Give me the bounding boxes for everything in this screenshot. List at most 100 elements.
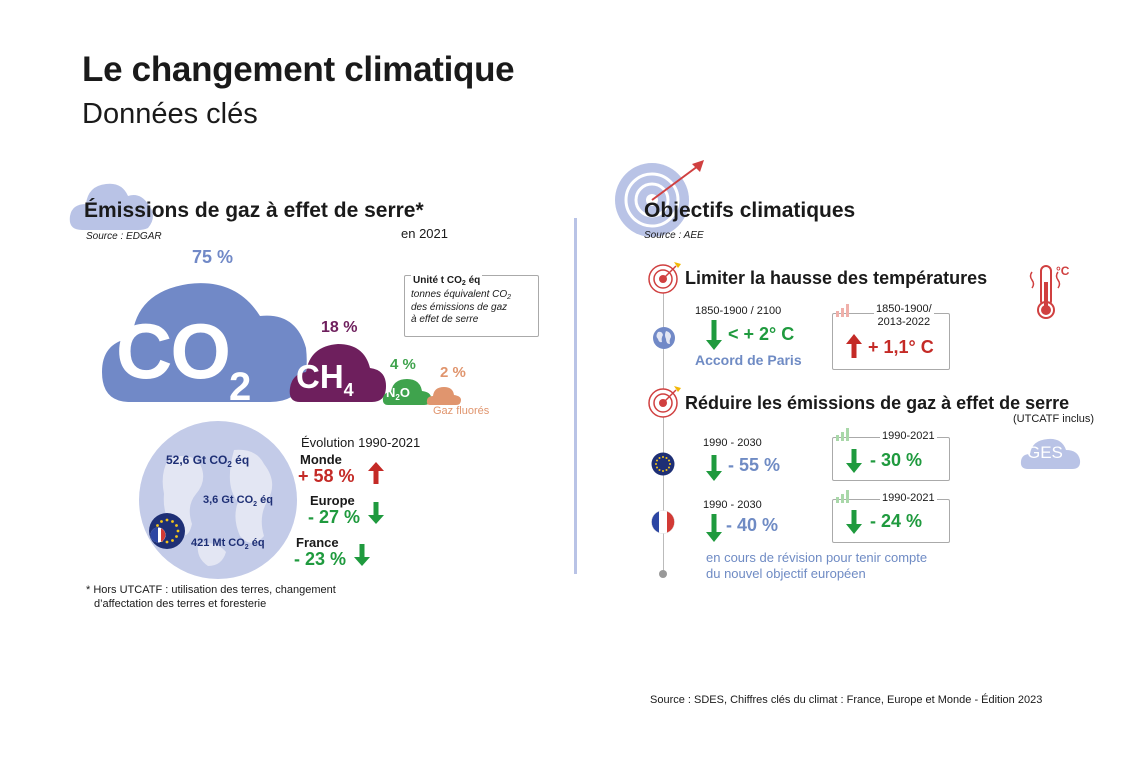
europe-change: - 27 %	[308, 507, 361, 527]
footnote-line-1: * Hors UTCATF : utilisation des terres, …	[86, 584, 336, 596]
bar-chart-icon	[836, 304, 849, 317]
n2o-percent: 4 %	[390, 356, 416, 373]
france-flag-icon	[150, 527, 166, 543]
unit-title-main: Unité t CO	[413, 275, 462, 286]
emissions-section-title: Émissions de gaz à effet de serre*	[84, 199, 424, 222]
fluor-cloud	[426, 387, 461, 405]
temperature-goal-title: Limiter la hausse des températures	[685, 268, 988, 288]
co2-label: CO2	[116, 312, 251, 409]
eu-flag-small-icon	[651, 452, 675, 476]
target-icon	[615, 160, 704, 237]
fluor-percent: 2 %	[440, 364, 466, 381]
unit-line-3: à effet de serre	[411, 314, 479, 325]
eu-target-period: 1990 - 2030	[703, 437, 762, 449]
france-emissions: 421 Mt CO2 éq	[191, 537, 265, 551]
fr-observed-value: - 24 %	[870, 511, 923, 531]
ch4-percent: 18 %	[321, 319, 358, 336]
target-small-icon	[648, 386, 681, 418]
thermometer-unit: °C	[1056, 264, 1070, 278]
world-amount: 52,6 Gt CO	[166, 453, 228, 467]
france-region: France	[296, 535, 339, 550]
temp-value-left: < + 2° C	[728, 324, 795, 344]
world-emissions: 52,6 Gt CO2 éq	[166, 453, 250, 469]
emissions-year: en 2021	[401, 226, 448, 241]
globe-small-icon	[653, 327, 675, 349]
n2o-label: N2O	[386, 385, 410, 403]
unit-box-title: Unité t CO2 éq	[411, 275, 483, 287]
down-arrow-icon	[706, 320, 722, 350]
target-small-icon	[648, 262, 681, 294]
unit-line-1-sub: 2	[507, 294, 512, 301]
n2o-label-n: N	[386, 385, 396, 400]
n2o-label-sub: 2	[395, 393, 400, 402]
down-arrow-icon	[846, 510, 862, 534]
ges-cloud-icon	[1020, 438, 1081, 469]
paris-agreement-label: Accord de Paris	[695, 352, 802, 368]
footnote-line-2: d’affectation des terres et foresterie	[94, 598, 267, 610]
timeline-end-dot	[659, 570, 667, 578]
ch4-label-main: CH	[296, 358, 344, 395]
eu-observed-value: - 30 %	[870, 450, 923, 470]
fr-observed-period: 1990-2021	[880, 492, 937, 504]
europe-amount-end: éq	[257, 494, 273, 506]
emissions-source: Source : EDGAR	[86, 231, 162, 242]
n2o-label-o: O	[399, 385, 410, 400]
france-change: - 23 %	[294, 549, 347, 569]
fluor-label: Gaz fluorés	[433, 405, 490, 417]
ch4-label: CH4	[296, 358, 354, 401]
europe-amount: 3,6 Gt CO	[203, 494, 254, 506]
thermometer-icon	[1029, 265, 1061, 319]
world-amount-end: éq	[231, 453, 250, 467]
co2-label-main: CO	[116, 307, 231, 395]
section-cloud-icon	[69, 183, 153, 230]
europe-region: Europe	[310, 493, 355, 508]
revision-note-line-1: en cours de révision pour tenir compte	[706, 550, 928, 565]
unit-title-end: éq	[465, 275, 481, 286]
unit-line-1-main: tonnes équivalent CO	[411, 289, 508, 300]
unit-line-2: des émissions de gaz	[411, 302, 508, 313]
objectives-section-title: Objectifs climatiques	[644, 199, 856, 222]
up-arrow-icon	[368, 462, 384, 484]
ch4-label-sub: 4	[343, 380, 354, 400]
france-amount-sub: 2	[244, 544, 249, 551]
eu-target-value: - 55 %	[728, 455, 781, 475]
world-amount-sub: 2	[227, 460, 232, 469]
timeline-line	[663, 278, 664, 574]
down-arrow-icon	[846, 449, 862, 473]
world-region: Monde	[300, 452, 342, 467]
france-amount-end: éq	[248, 537, 265, 549]
co2-cloud	[102, 283, 307, 402]
bar-chart-icon	[836, 428, 849, 441]
down-arrow-icon	[706, 455, 722, 481]
temp-value-right: + 1,1° C	[868, 337, 934, 357]
down-arrow-icon	[706, 514, 722, 542]
footer-source: Source : SDES, Chiffres clés du climat :…	[650, 694, 1043, 706]
ges-cloud-label: GES	[1027, 443, 1063, 462]
france-flag-small-icon	[651, 510, 675, 534]
temp-period-right: 1850-1900/ 2013-2022	[874, 303, 934, 329]
page-title: Le changement climatique	[82, 50, 515, 89]
down-arrow-icon	[354, 544, 370, 566]
up-arrow-icon	[846, 334, 862, 358]
co2-percent: 75 %	[192, 247, 234, 267]
revision-note-line-2: du nouvel objectif européen	[706, 566, 866, 581]
bar-chart-icon	[836, 490, 849, 503]
eu-observed-period: 1990-2021	[880, 430, 937, 442]
fr-target-period: 1990 - 2030	[703, 499, 762, 511]
ges-note: (UTCATF inclus)	[1013, 413, 1095, 425]
unit-title-sub: 2	[461, 280, 466, 287]
france-amount: 421 Mt CO	[191, 537, 245, 549]
objectives-source: Source : AEE	[644, 230, 704, 241]
fr-target-value: - 40 %	[726, 515, 779, 535]
n2o-cloud	[382, 379, 431, 405]
evolution-heading: Évolution 1990-2021	[301, 435, 421, 450]
europe-emissions: 3,6 Gt CO2 éq	[203, 494, 273, 508]
europe-amount-sub: 2	[253, 501, 258, 508]
section-divider	[574, 218, 577, 574]
unit-line-1: tonnes équivalent CO2	[411, 289, 511, 302]
ch4-cloud	[289, 344, 386, 402]
temp-period-left: 1850-1900 / 2100	[695, 305, 782, 317]
world-change: + 58 %	[298, 466, 355, 486]
temp-period-right-2: 2013-2022	[877, 316, 931, 328]
temp-period-right-1: 1850-1900/	[876, 303, 932, 315]
